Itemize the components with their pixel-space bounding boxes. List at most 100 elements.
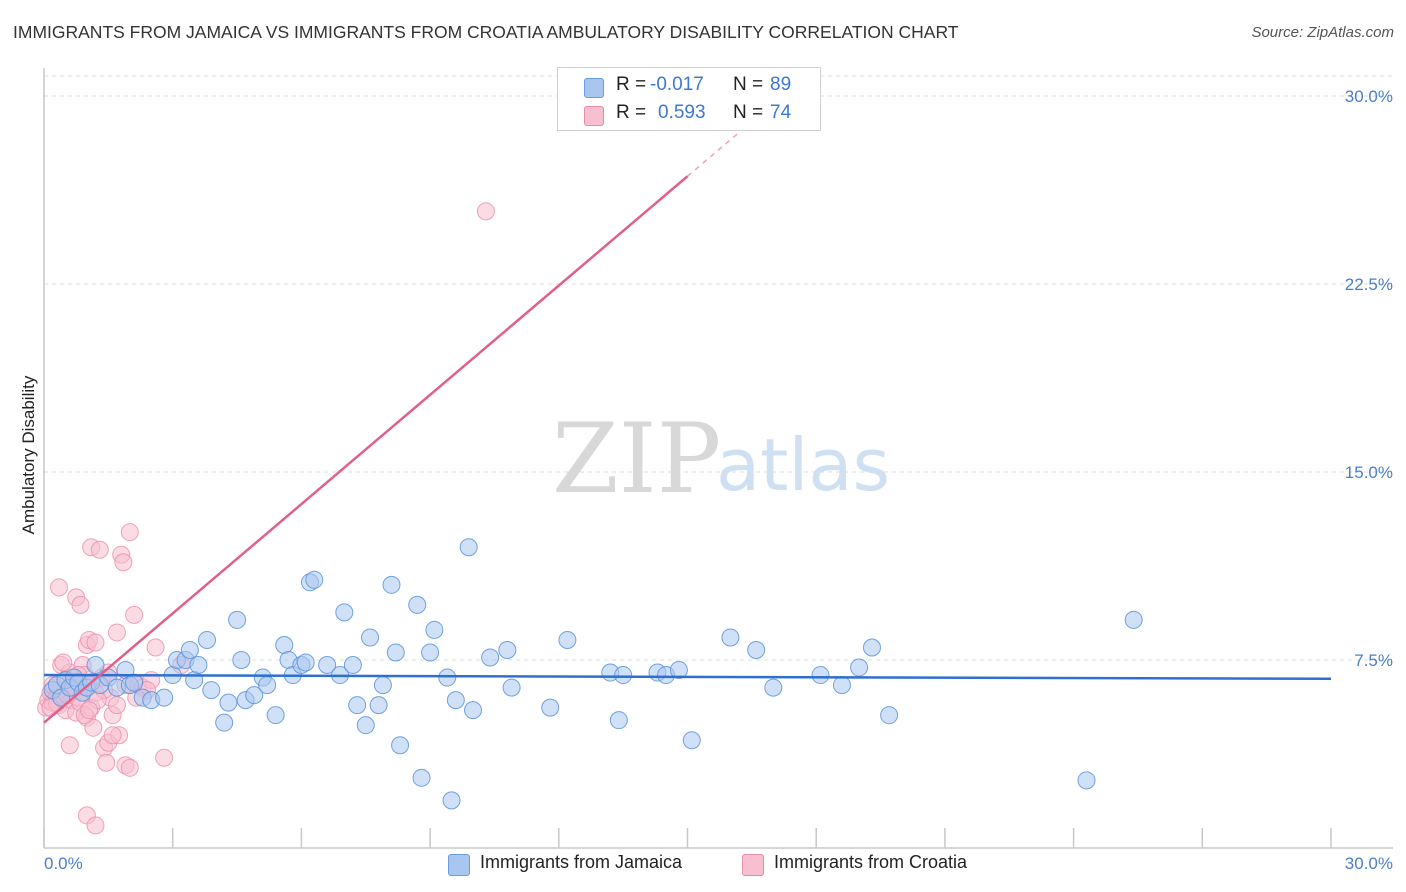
jamaica-point <box>747 640 766 659</box>
watermark-atlas: atlas <box>716 423 890 507</box>
jamaica-point <box>266 706 285 725</box>
jamaica-point <box>382 575 401 594</box>
jamaica-point <box>850 658 869 677</box>
jamaica-point <box>614 666 633 685</box>
croatia-point <box>103 726 122 745</box>
jamaica-point <box>832 676 851 695</box>
correlation-legend: R = -0.017 N = 89 R = 0.593 N = 74 <box>557 67 821 131</box>
jamaica-point <box>348 696 367 715</box>
jamaica-point <box>369 696 388 715</box>
croatia-point <box>125 605 144 624</box>
jamaica-point <box>502 678 521 697</box>
bottom-legend-label-jamaica: Immigrants from Jamaica <box>480 852 683 872</box>
x-tick-label-left: 0.0% <box>44 854 83 873</box>
jamaica-point <box>180 640 199 659</box>
jamaica-point <box>721 628 740 647</box>
croatia-point <box>107 696 126 715</box>
jamaica-point <box>498 640 517 659</box>
croatia-point <box>114 553 133 572</box>
jamaica-point <box>541 698 560 717</box>
jamaica-point <box>408 595 427 614</box>
croatia-point <box>120 758 139 777</box>
croatia-point <box>476 202 495 221</box>
legend-r-value: 0.593 <box>658 102 706 123</box>
jamaica-point <box>228 610 247 629</box>
jamaica-point <box>862 638 881 657</box>
chart-title: IMMIGRANTS FROM JAMAICA VS IMMIGRANTS FR… <box>13 22 959 42</box>
jamaica-point <box>215 713 234 732</box>
jamaica-point <box>880 706 899 725</box>
jamaica-point <box>682 731 701 750</box>
croatia-point <box>50 578 69 597</box>
croatia-trend-line <box>43 175 689 724</box>
jamaica-point <box>1077 771 1096 790</box>
jamaica-point <box>373 676 392 695</box>
jamaica-point <box>412 768 431 787</box>
jamaica-point <box>446 691 465 710</box>
jamaica-point <box>189 656 208 675</box>
jamaica-point <box>609 711 628 730</box>
grid-lines <box>44 75 1393 661</box>
croatia-point <box>71 595 90 614</box>
jamaica-point <box>442 791 461 810</box>
jamaica-point <box>386 643 405 662</box>
croatia-trend-extension <box>687 131 740 177</box>
croatia-point <box>54 653 73 672</box>
watermark: ZIP atlas <box>552 403 890 515</box>
croatia-points <box>37 202 495 835</box>
jamaica-point <box>1124 610 1143 629</box>
jamaica-point <box>219 693 238 712</box>
jamaica-point <box>459 538 478 557</box>
jamaica-point <box>391 736 410 755</box>
croatia-point <box>146 638 165 657</box>
y-tick-label: 7.5% <box>1354 651 1393 670</box>
y-axis-label: Ambulatory Disability <box>19 375 38 534</box>
jamaica-point <box>669 661 688 680</box>
jamaica-point <box>258 676 277 695</box>
legend-n-value: 74 <box>770 102 792 123</box>
jamaica-point <box>438 668 457 687</box>
legend-n-label: N = <box>733 74 764 95</box>
croatia-point <box>60 736 79 755</box>
legend-r-value: -0.017 <box>650 74 704 95</box>
jamaica-point <box>356 716 375 735</box>
croatia-point <box>84 718 103 737</box>
jamaica-trend-line <box>43 673 1332 681</box>
croatia-point <box>86 633 105 652</box>
jamaica-point <box>481 648 500 667</box>
croatia-point <box>107 623 126 642</box>
jamaica-point <box>198 630 217 649</box>
legend-r-label: R = <box>616 102 647 123</box>
y-tick-labels: 7.5% 15.0% 22.5% 30.0% <box>1345 87 1393 670</box>
croatia-point <box>86 816 105 835</box>
legend-n-label: N = <box>733 102 764 123</box>
axes <box>43 68 1393 849</box>
jamaica-point <box>558 630 577 649</box>
source-credit: Source: ZipAtlas.com <box>1251 24 1394 41</box>
jamaica-point <box>232 651 251 670</box>
y-tick-label: 15.0% <box>1345 463 1393 482</box>
bottom-legend-swatch-croatia <box>742 854 764 876</box>
jamaica-point <box>361 628 380 647</box>
bottom-legend-swatch-jamaica <box>448 854 470 876</box>
legend-swatch-croatia <box>584 106 604 126</box>
croatia-point <box>120 523 139 542</box>
jamaica-point <box>202 681 221 700</box>
jamaica-point <box>275 635 294 654</box>
jamaica-point <box>318 656 337 675</box>
jamaica-point <box>125 673 144 692</box>
y-tick-label: 22.5% <box>1345 275 1393 294</box>
trend-lines <box>43 131 1332 724</box>
jamaica-point <box>764 678 783 697</box>
croatia-point <box>80 701 99 720</box>
jamaica-point <box>335 603 354 622</box>
jamaica-point <box>421 643 440 662</box>
jamaica-point <box>245 686 264 705</box>
jamaica-point <box>811 666 830 685</box>
jamaica-point <box>86 656 105 675</box>
croatia-point <box>90 540 109 559</box>
jamaica-point <box>425 620 444 639</box>
legend-r-label: R = <box>616 74 647 95</box>
jamaica-point <box>464 701 482 720</box>
